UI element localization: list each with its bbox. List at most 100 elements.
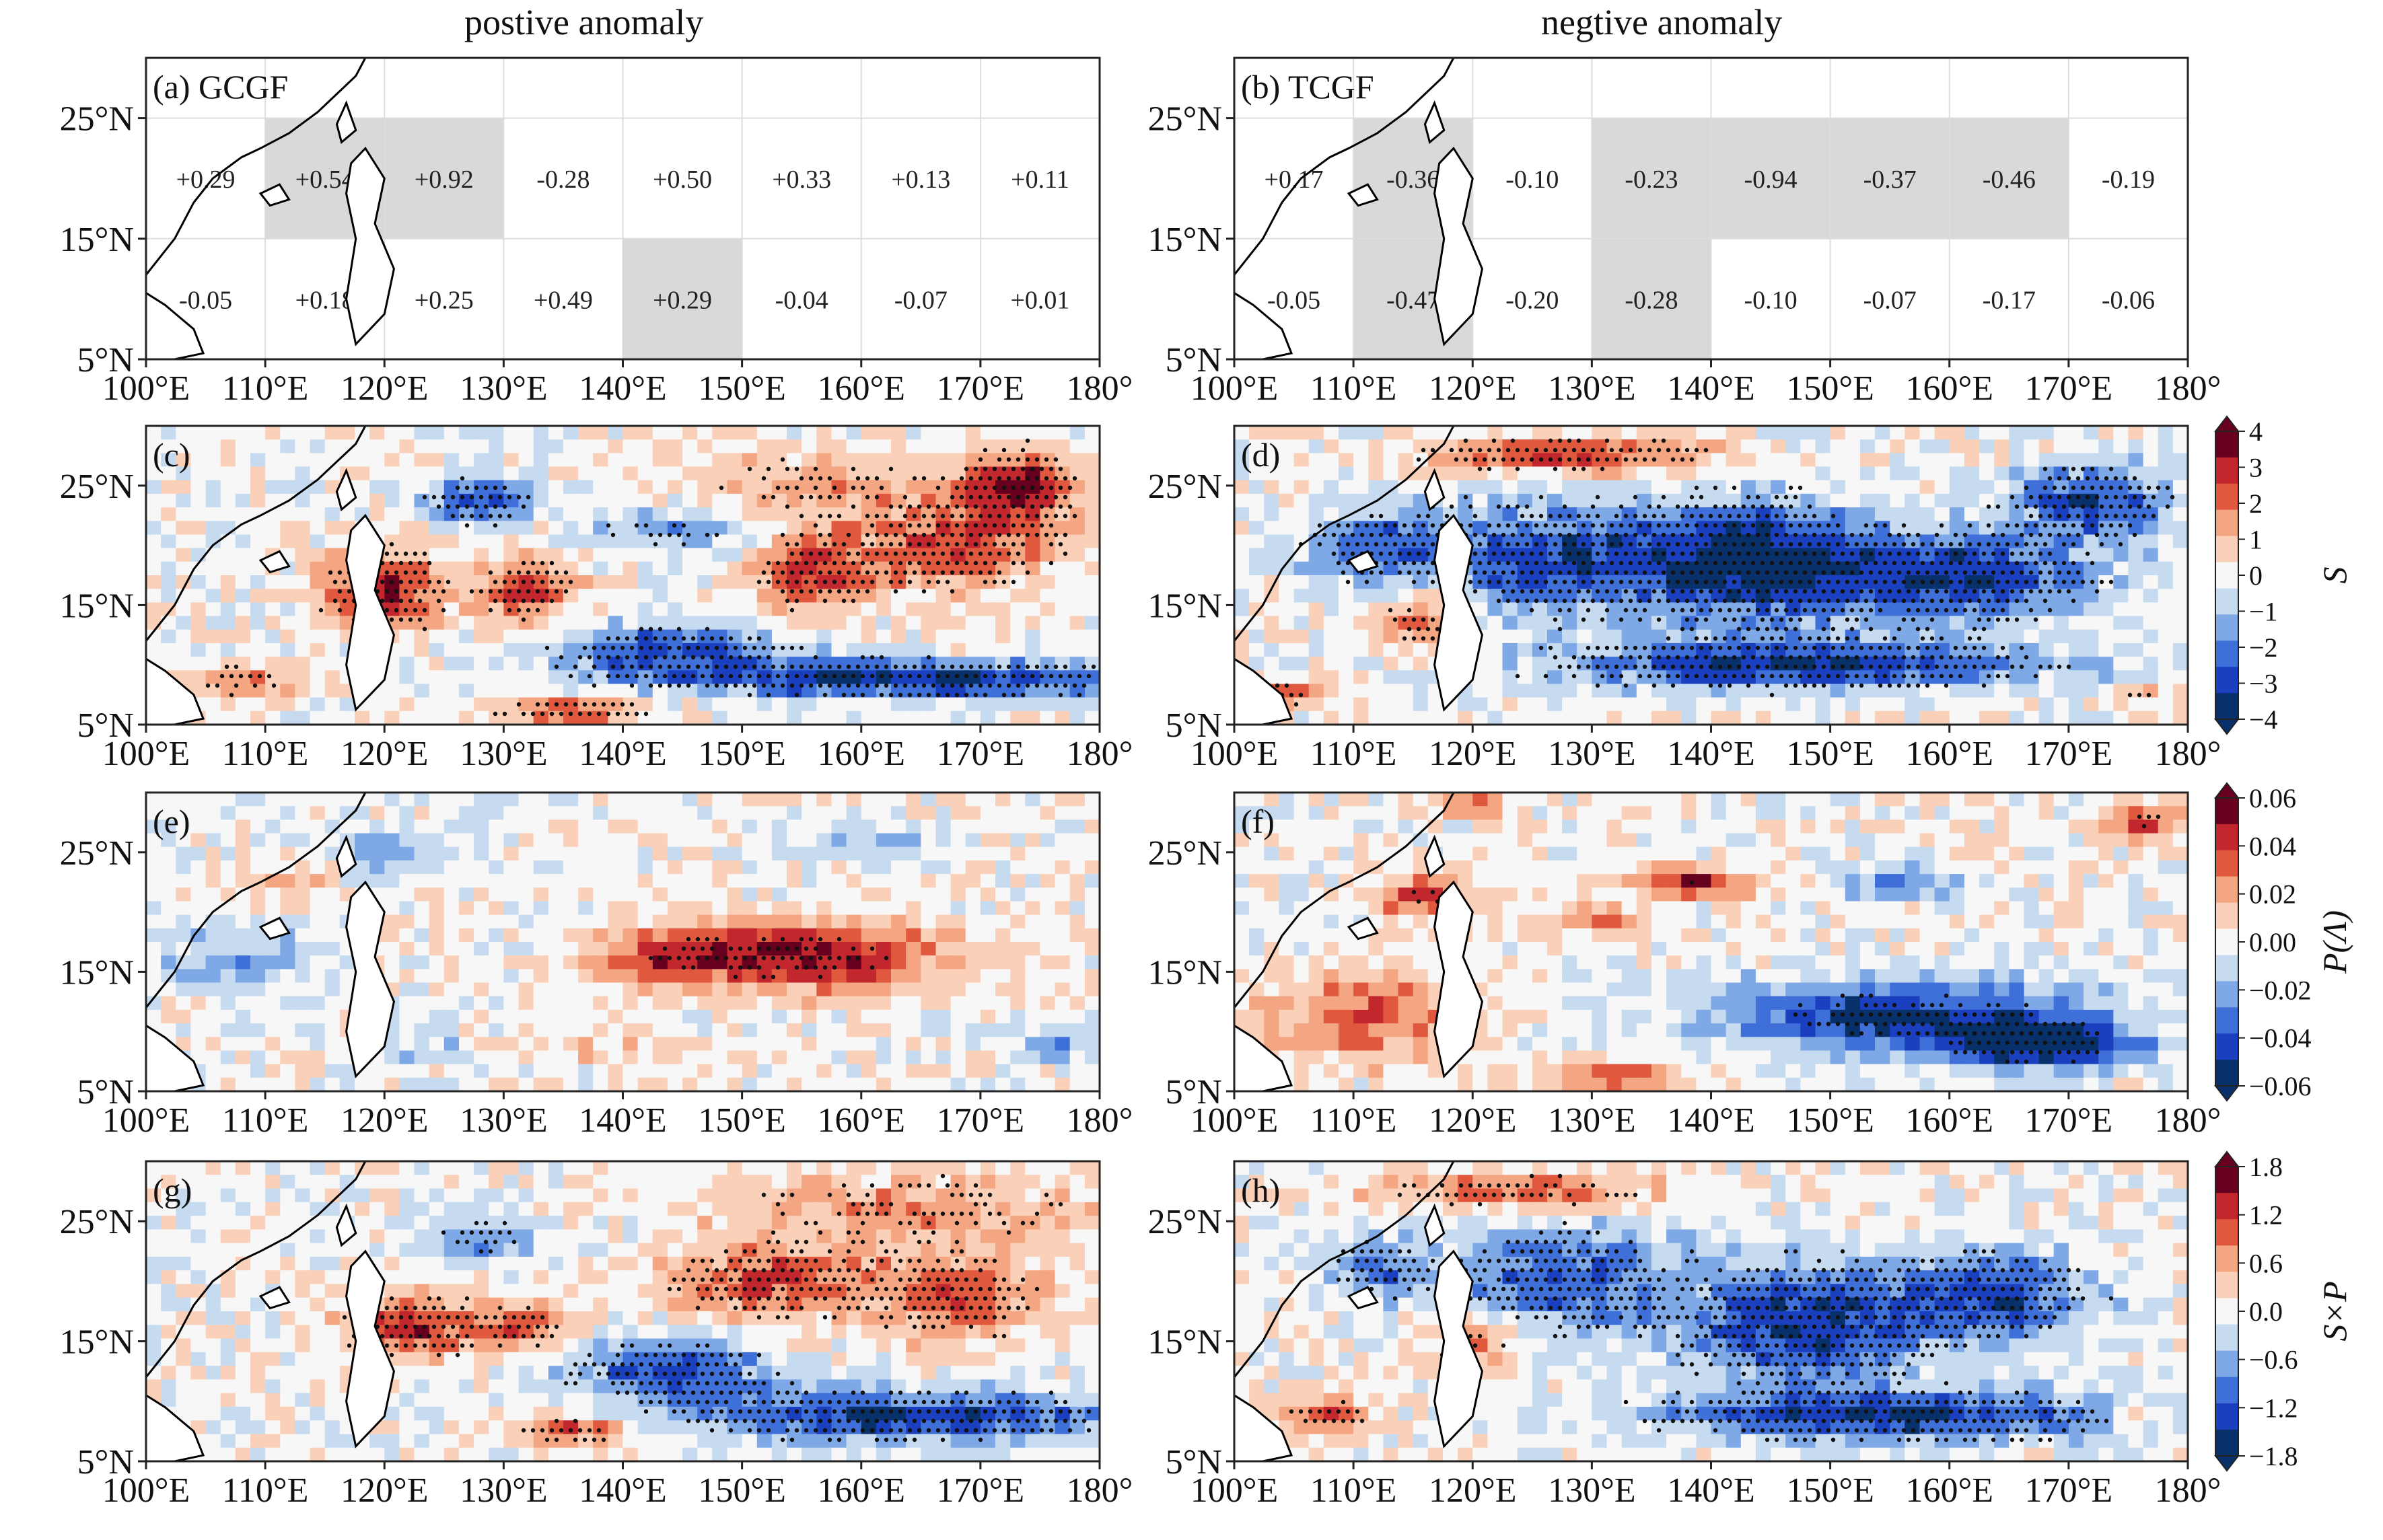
- significance-dot: [1392, 560, 1398, 566]
- heatmap-cell: [652, 548, 668, 562]
- heatmap-cell: [578, 684, 594, 698]
- significance-dot: [1840, 645, 1845, 651]
- significance-dot: [898, 523, 903, 528]
- significance-dot: [1548, 551, 1553, 556]
- heatmap-cell: [1323, 589, 1339, 603]
- significance-dot: [1746, 589, 1751, 594]
- heatmap-cell: [802, 657, 818, 671]
- significance-dot: [2090, 560, 2095, 566]
- significance-dot: [2047, 494, 2053, 500]
- heatmap-cell: [2113, 439, 2129, 454]
- heatmap-cell: [1353, 643, 1369, 657]
- significance-dot: [2057, 494, 2062, 500]
- significance-dot: [1675, 504, 1680, 509]
- significance-dot: [1934, 551, 1940, 556]
- significance-dot: [1915, 551, 1921, 556]
- significance-dot: [1821, 570, 1826, 575]
- significance-dot: [1722, 673, 1728, 679]
- significance-dot: [1694, 673, 1699, 679]
- significance-dot: [2000, 570, 2005, 575]
- heatmap-cell: [935, 670, 952, 685]
- significance-dot: [1981, 664, 1987, 669]
- significance-dot: [643, 523, 649, 528]
- heatmap-cell: [146, 629, 162, 644]
- significance-dot: [1515, 560, 1520, 566]
- heatmap-cell: [443, 629, 460, 644]
- heatmap-cell: [1025, 453, 1041, 468]
- significance-dot: [1647, 523, 1652, 528]
- heatmap-cell: [756, 426, 773, 440]
- heatmap-cell: [1010, 426, 1026, 440]
- significance-dot: [728, 636, 734, 641]
- heatmap-cell: [1249, 561, 1265, 576]
- significance-dot: [1407, 608, 1412, 613]
- heatmap-cell: [697, 684, 713, 698]
- heatmap-cell: [1025, 575, 1041, 589]
- significance-dot: [865, 589, 870, 594]
- significance-dot: [987, 551, 993, 556]
- heatmap-cell: [1651, 426, 1667, 440]
- heatmap-cell: [802, 643, 818, 657]
- significance-dot: [1011, 579, 1016, 585]
- heatmap-cell: [742, 493, 758, 508]
- heatmap-cell: [339, 439, 355, 454]
- significance-dot: [1760, 579, 1765, 585]
- heatmap-cell: [2113, 534, 2129, 549]
- heatmap-cell: [176, 534, 192, 549]
- heatmap-cell: [1040, 575, 1056, 589]
- heatmap-cell: [1368, 426, 1384, 440]
- significance-dot: [1684, 523, 1690, 528]
- heatmap-cell: [1293, 507, 1310, 522]
- significance-dot: [1609, 579, 1614, 585]
- significance-dot: [978, 457, 983, 462]
- significance-dot: [1633, 664, 1638, 669]
- heatmap-cell: [712, 548, 728, 562]
- heatmap-cell: [548, 548, 564, 562]
- heatmap-cell: [1905, 602, 1921, 617]
- heatmap-cell: [876, 710, 892, 725]
- significance-dot: [1746, 626, 1751, 632]
- heatmap-cell: [1025, 602, 1041, 617]
- heatmap-cell: [980, 439, 996, 454]
- significance-dot: [865, 551, 870, 556]
- significance-dot: [1830, 589, 1836, 594]
- significance-dot: [2099, 542, 2104, 547]
- heatmap-cell: [1964, 493, 1980, 508]
- heatmap-cell: [1785, 521, 1802, 536]
- heatmap-cell: [1517, 548, 1533, 562]
- heatmap-cell: [1547, 602, 1563, 617]
- x-tick-label: 120°E: [341, 735, 429, 773]
- heatmap-cell: [697, 480, 713, 494]
- significance-dot: [1567, 551, 1572, 556]
- heatmap-cell: [727, 670, 743, 685]
- x-tick-label: 180°: [2155, 369, 2221, 408]
- significance-dot: [898, 560, 903, 566]
- heatmap-cell: [935, 629, 952, 644]
- heatmap-cell: [220, 657, 236, 671]
- significance-dot: [1666, 542, 1671, 547]
- heatmap-cell: [1577, 629, 1593, 644]
- heatmap-cell: [1413, 426, 1429, 440]
- significance-dot: [1359, 532, 1365, 538]
- significance-dot: [1642, 608, 1647, 613]
- significance-dot: [1534, 598, 1539, 603]
- significance-dot: [549, 711, 555, 717]
- significance-dot: [2047, 570, 2053, 575]
- heatmap-cell: [1413, 439, 1429, 454]
- heatmap-cell: [1398, 684, 1414, 698]
- significance-dot: [1840, 589, 1845, 594]
- heatmap-cell: [2128, 643, 2144, 657]
- heatmap-cell: [623, 453, 639, 468]
- significance-dot: [1496, 560, 1501, 566]
- heatmap-cell: [1308, 589, 1324, 603]
- significance-dot: [2075, 476, 2081, 481]
- significance-dot: [1798, 542, 1803, 547]
- heatmap-cell: [1979, 657, 1995, 671]
- significance-dot: [1944, 589, 1949, 594]
- significance-dot: [690, 673, 696, 679]
- heatmap-cell: [1905, 507, 1921, 522]
- heatmap-cell: [846, 616, 862, 630]
- heatmap-cell: [2113, 643, 2129, 657]
- significance-dot: [1991, 589, 1996, 594]
- significance-dot: [2085, 551, 2090, 556]
